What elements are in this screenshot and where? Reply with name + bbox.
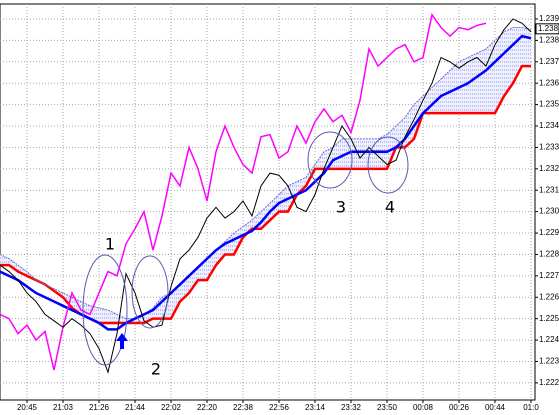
- y-tick-label: 1.22800: [539, 250, 559, 259]
- series-line: [0, 34, 532, 331]
- y-tick-label: 1.22200: [539, 378, 559, 387]
- circle: [367, 136, 409, 194]
- y-tick-label: 1.22500: [539, 314, 559, 323]
- annotation: 4: [385, 198, 395, 217]
- y-tick-label: 1.22700: [539, 271, 559, 280]
- y-tick-label: 1.23000: [539, 207, 559, 216]
- y-tick-label: 1.23300: [539, 143, 559, 152]
- x-tick-label: 21:44: [125, 403, 146, 412]
- x-tick-label: 22:02: [161, 403, 182, 412]
- y-tick-label: 1.23800: [539, 35, 559, 44]
- x-tick-label: 23:14: [305, 403, 326, 412]
- annotation: 1: [105, 235, 115, 254]
- plot: [0, 4, 535, 400]
- y-tick-label: 1.23600: [539, 78, 559, 87]
- circle: [82, 254, 128, 366]
- x-tick-label: 22:20: [197, 403, 218, 412]
- y-tick-label: 1.23100: [539, 185, 559, 194]
- x-tick-label: 00:44: [485, 403, 506, 412]
- cloud: [0, 27, 531, 323]
- y-tick-label: 1.23400: [539, 121, 559, 130]
- y-tick-label: 1.23200: [539, 164, 559, 173]
- annotation: 3: [336, 198, 346, 217]
- circle: [307, 131, 353, 189]
- price-marker: [535, 23, 559, 35]
- plot-frame: [0, 3, 536, 401]
- x-tick-label: 23:32: [341, 403, 362, 412]
- y-tick-label: 1.23700: [539, 57, 559, 66]
- y-tick-label: 1.22300: [539, 357, 559, 366]
- series-line: [0, 18, 532, 374]
- x-tick-label: 21:03: [53, 403, 74, 412]
- x-tick-label: 21:26: [89, 403, 110, 412]
- x-tick-label: 20:45: [17, 403, 38, 412]
- y-tick-label: 1.23900: [539, 14, 559, 23]
- price-label: 1.23854: [538, 24, 559, 33]
- annotation: 2: [151, 360, 161, 379]
- x-tick-label: 00:26: [449, 403, 470, 412]
- y-tick-label: 1.22400: [539, 335, 559, 344]
- arrow: [116, 333, 128, 349]
- x-tick-label: 01:0: [523, 403, 539, 412]
- y-tick-label: 1.22900: [539, 228, 559, 237]
- series-line: [0, 27, 532, 320]
- series-line: [0, 12, 487, 371]
- y-tick-label: 1.23500: [539, 100, 559, 109]
- x-tick-label: 00:08: [413, 403, 434, 412]
- y-tick-label: 1.22600: [539, 292, 559, 301]
- x-tick-label: 22:56: [269, 403, 290, 412]
- x-tick-label: 23:50: [377, 403, 398, 412]
- annotation-shapes: [82, 131, 409, 366]
- circle: [131, 255, 169, 329]
- x-tick-label: 22:38: [233, 403, 254, 412]
